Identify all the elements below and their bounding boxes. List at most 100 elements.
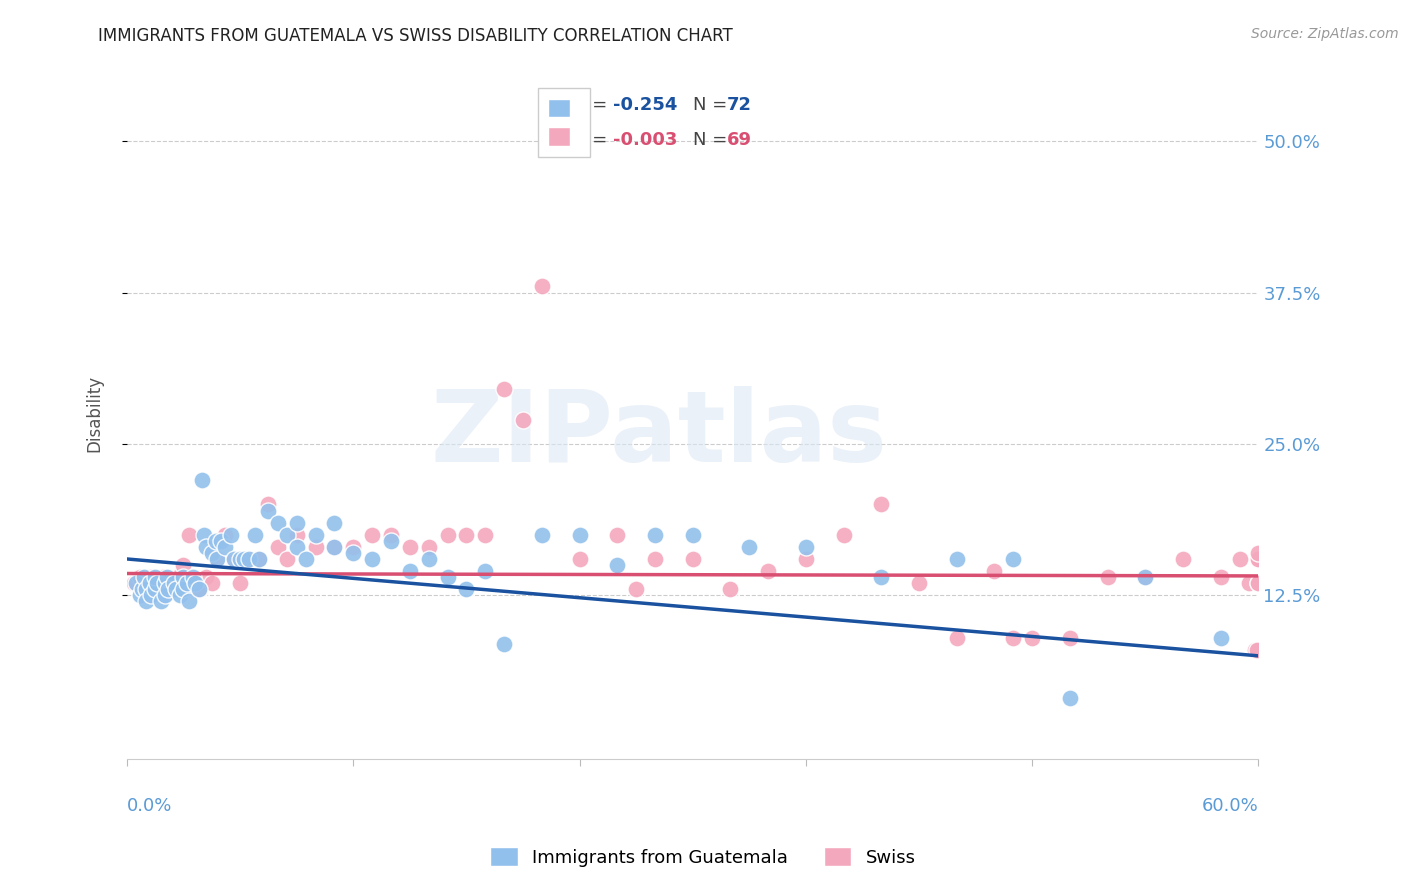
Text: R =: R = [574,96,613,114]
Point [195,570,218,584]
Text: N =: N = [693,96,733,114]
Text: 69: 69 [727,130,752,149]
Point [232,552,254,566]
Point [179,527,201,541]
Point [945,552,967,566]
Point [173,558,195,572]
Point [398,540,420,554]
Point [224,552,246,566]
Point [512,413,534,427]
Point [257,503,280,517]
Text: R =: R = [574,130,613,149]
Text: Source: ZipAtlas.com: Source: ZipAtlas.com [1251,27,1399,41]
Point [718,582,741,597]
Text: IMMIGRANTS FROM GUATEMALA VS SWISS DISABILITY CORRELATION CHART: IMMIGRANTS FROM GUATEMALA VS SWISS DISAB… [98,27,733,45]
Point [153,588,176,602]
Point [682,527,704,541]
Point [153,576,176,591]
Point [304,527,326,541]
Point [207,552,229,566]
Point [1209,631,1232,645]
Text: N =: N = [693,130,733,149]
Point [132,570,155,584]
Point [418,540,440,554]
Point [945,631,967,645]
Point [184,576,207,591]
Point [163,576,186,591]
Point [257,498,280,512]
Point [221,552,243,566]
Point [138,576,160,591]
Point [141,570,163,584]
Point [181,570,204,584]
Point [247,552,270,566]
Point [285,527,308,541]
Point [323,540,346,554]
Point [201,576,224,591]
Point [361,527,384,541]
Point [494,637,516,651]
Point [1002,631,1025,645]
Point [276,552,298,566]
Text: ZIPatlas: ZIPatlas [430,386,887,483]
Point [1246,642,1268,657]
Point [295,552,318,566]
Point [129,588,152,602]
Point [214,527,236,541]
Point [1059,691,1081,706]
Point [129,570,152,584]
Point [568,527,591,541]
Point [794,552,817,566]
Point [143,582,166,597]
Point [285,516,308,530]
Point [124,576,146,591]
Point [155,582,177,597]
Point [179,594,201,608]
Text: 60.0%: 60.0% [1202,797,1258,814]
Point [380,533,402,548]
Text: 0.0%: 0.0% [127,797,173,814]
Point [436,527,458,541]
Point [606,558,628,572]
Point [207,552,229,566]
Point [136,582,159,597]
Point [238,552,260,566]
Point [530,279,553,293]
Point [243,527,266,541]
Point [1021,631,1043,645]
Point [1247,546,1270,560]
Point [474,527,496,541]
Text: -0.254: -0.254 [613,96,678,114]
Point [191,473,214,487]
Point [267,540,290,554]
Point [1243,642,1265,657]
Point [195,540,218,554]
Point [166,570,188,584]
Point [1247,576,1270,591]
Point [125,576,148,591]
Point [1247,552,1270,566]
Point [152,570,174,584]
Point [173,570,195,584]
Point [398,564,420,578]
Point [436,570,458,584]
Point [418,552,440,566]
Point [1237,576,1260,591]
Point [132,582,155,597]
Point [474,564,496,578]
Point [155,570,177,584]
Y-axis label: Disability: Disability [86,376,103,452]
Point [456,582,478,597]
Point [184,576,207,591]
Point [832,527,855,541]
Point [606,527,628,541]
Point [173,582,195,597]
Point [204,533,226,548]
Point [209,533,232,548]
Point [143,576,166,591]
Legend: Immigrants from Guatemala, Swiss: Immigrants from Guatemala, Swiss [484,840,922,874]
Point [247,552,270,566]
Point [165,582,187,597]
Point [285,540,308,554]
Point [794,540,817,554]
